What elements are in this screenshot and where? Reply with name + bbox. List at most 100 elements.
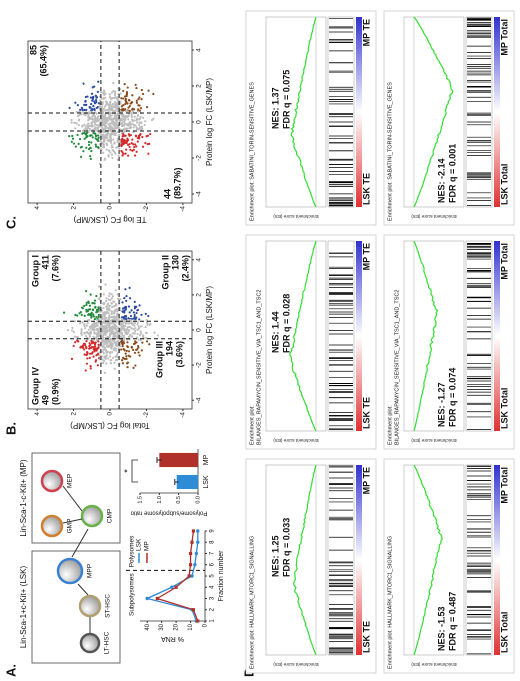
scatter-point (102, 352, 105, 355)
scatter-point (119, 88, 122, 91)
gsea-title: Enrichment plot: SABATINI_TORIN-SENSITIV… (249, 82, 255, 221)
scatter-point (92, 346, 95, 349)
scatter-point (129, 126, 133, 129)
scatter-point (87, 122, 90, 125)
scatter-point (111, 102, 115, 106)
scatter-point (113, 124, 116, 127)
scatter-point (137, 123, 141, 127)
scatter-point (109, 129, 113, 132)
fdr-label: FDR q = 0.487 (447, 592, 457, 651)
scatter-point (113, 325, 116, 329)
scatter-point (97, 315, 100, 318)
scatter-point (70, 140, 73, 143)
scatter-point (88, 318, 91, 322)
scatter-point (130, 112, 133, 115)
scatter-point (137, 351, 140, 354)
scatter-point (138, 109, 141, 112)
scatter-point (81, 108, 84, 111)
cell (78, 594, 102, 618)
scatter-point (110, 144, 113, 147)
scatter-point (140, 313, 143, 316)
scatter-point (123, 349, 126, 352)
scatter-point (85, 146, 88, 149)
scatter-point (97, 340, 100, 343)
scatter-point (95, 311, 98, 314)
scatter-point (128, 145, 131, 149)
scatter-point (109, 97, 113, 100)
cell-label: ST-HSC (105, 594, 112, 618)
scatter-point (112, 81, 115, 85)
scatter-point (111, 305, 114, 309)
scatter-point (108, 136, 112, 139)
scatter-point (82, 111, 85, 114)
scatter-point (106, 306, 109, 309)
scatter-point (95, 100, 98, 104)
barcode-frame (327, 16, 355, 208)
significance: * (122, 469, 132, 473)
scatter-point (75, 122, 78, 125)
y-tick-label: -4 (180, 206, 187, 212)
scatter-point (97, 306, 100, 309)
scatter-point (88, 106, 91, 109)
scatter-point (133, 300, 136, 303)
barcode-frame (465, 240, 493, 432)
scatter-point (94, 119, 97, 122)
scatter-point (125, 321, 128, 325)
scatter-point (115, 120, 118, 123)
rank-gradient (356, 241, 362, 431)
scatter-point (112, 138, 115, 141)
scatter-point (108, 342, 112, 346)
fdr-label: FDR q = 0.033 (281, 518, 291, 577)
scatter-point (120, 124, 124, 128)
y-axis-label: Polysome/subpolysome ratio (130, 509, 207, 515)
scatter-point (120, 316, 124, 319)
scatter-point (129, 322, 132, 325)
y-tick-label: 4 (34, 206, 41, 210)
scatter-point (62, 311, 66, 314)
scatter-point (80, 145, 83, 148)
scatter-point (90, 125, 94, 128)
scatter-point (105, 134, 109, 137)
scatter-point (103, 311, 106, 314)
scatter-point (119, 298, 122, 301)
scatter-point (114, 114, 117, 117)
point (145, 596, 149, 601)
scatter-point (109, 351, 112, 354)
y-tick-label: 1.0 (157, 496, 163, 504)
scatter-point (93, 85, 96, 88)
phenotype-label: MP Total (499, 467, 509, 504)
y-axis-label: Enrichment score (ES) (411, 438, 457, 443)
scatter-point (120, 140, 123, 143)
scatter-point (105, 148, 108, 151)
scatter-point (137, 346, 140, 349)
scatter-point (133, 324, 136, 327)
group-label: 49 (40, 395, 50, 405)
scatter-point (114, 96, 117, 99)
scatter-point (108, 314, 111, 317)
scatter-point (88, 342, 91, 345)
scatter-point (74, 313, 77, 317)
scatter-point (114, 92, 117, 95)
scatter-point (98, 327, 101, 330)
scatter-point (84, 127, 87, 130)
scatter-point (102, 133, 105, 136)
es-curve (289, 240, 317, 432)
scatter-point (105, 336, 108, 339)
phenotype-label: LSK TE (361, 397, 371, 429)
rank-gradient (356, 465, 362, 655)
scatter-point (135, 99, 138, 102)
scatter-point (107, 357, 110, 360)
scatter-point (84, 369, 87, 372)
scatter-point (125, 355, 128, 358)
scatter-point (109, 334, 112, 337)
scatter-point (83, 342, 87, 346)
cell (40, 514, 64, 538)
scatter-point (134, 317, 137, 320)
legend-label: MP (144, 541, 151, 551)
scatter-point (125, 141, 128, 145)
scatter-point (136, 320, 139, 324)
scatter-point (110, 322, 113, 325)
rank-gradient (494, 17, 500, 207)
scatter-point (105, 120, 108, 123)
scatter-point (94, 94, 97, 97)
